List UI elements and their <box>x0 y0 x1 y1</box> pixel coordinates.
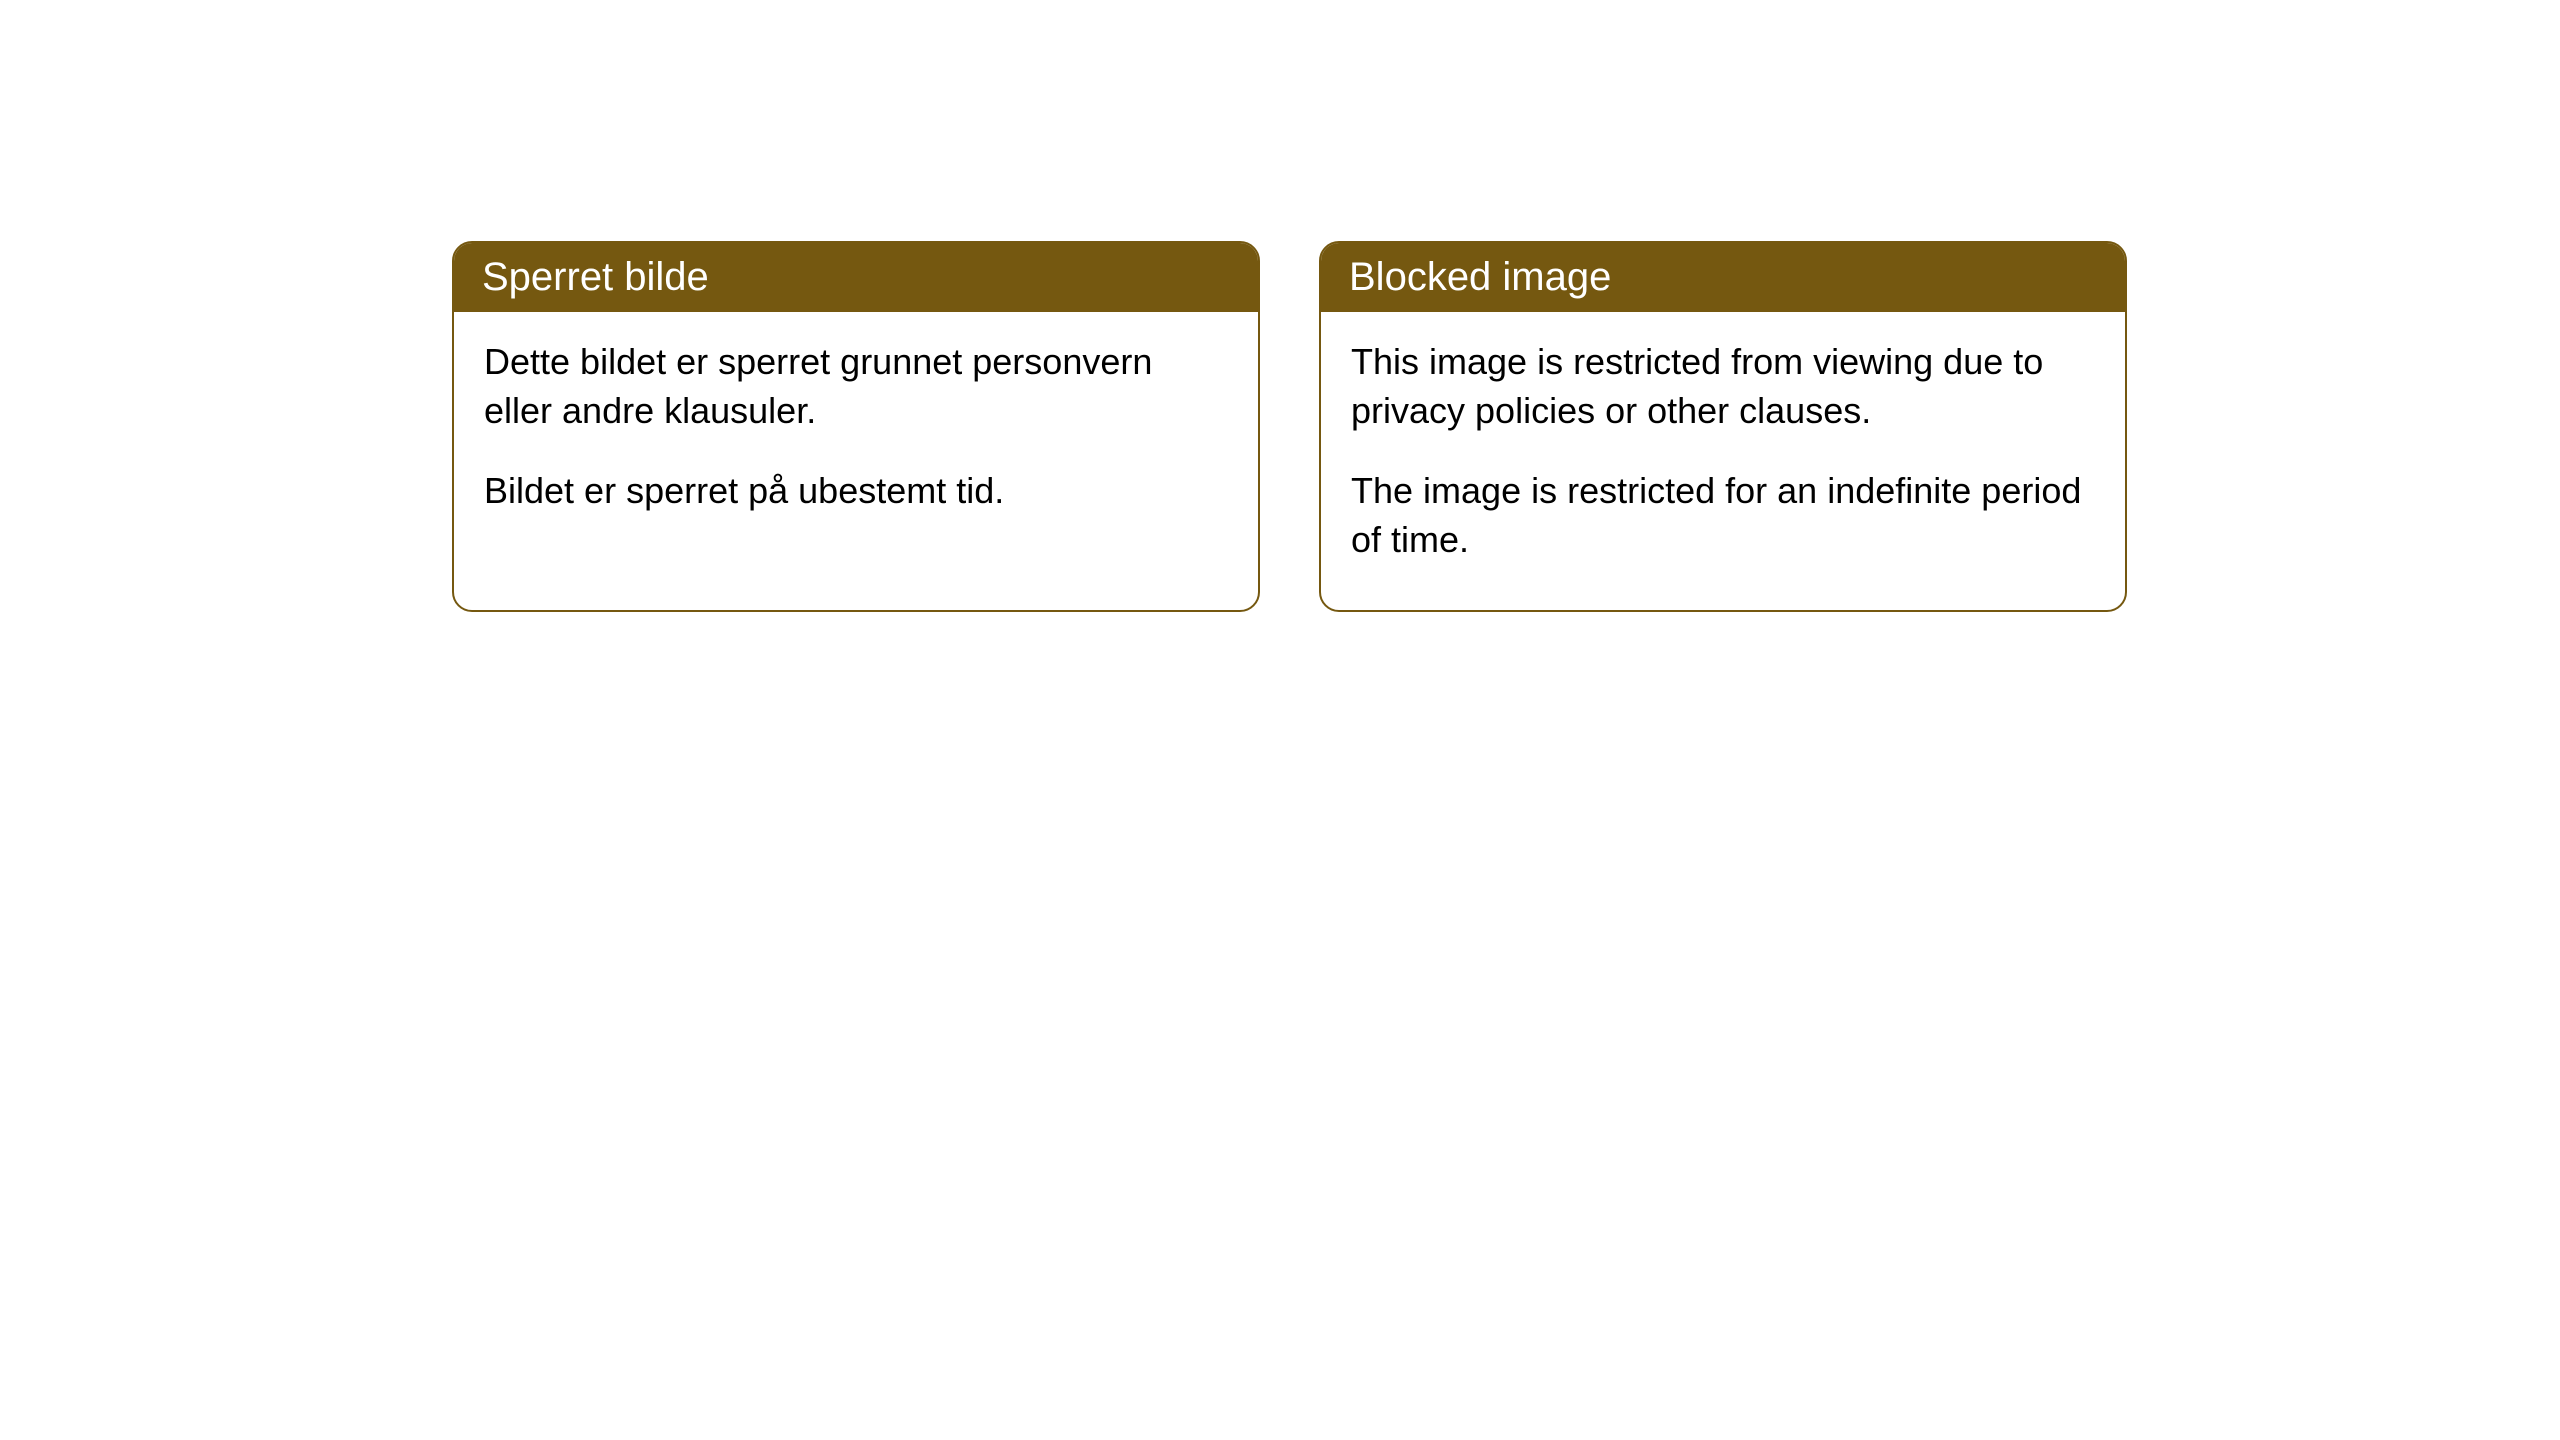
card-paragraph: Bildet er sperret på ubestemt tid. <box>484 467 1228 516</box>
card-paragraph: Dette bildet er sperret grunnet personve… <box>484 338 1228 435</box>
card-body: Dette bildet er sperret grunnet personve… <box>454 312 1258 562</box>
notice-container: Sperret bilde Dette bildet er sperret gr… <box>0 0 2560 612</box>
card-header: Sperret bilde <box>454 243 1258 312</box>
card-title: Sperret bilde <box>482 255 709 299</box>
card-header: Blocked image <box>1321 243 2125 312</box>
notice-card-english: Blocked image This image is restricted f… <box>1319 241 2127 612</box>
card-body: This image is restricted from viewing du… <box>1321 312 2125 610</box>
card-paragraph: This image is restricted from viewing du… <box>1351 338 2095 435</box>
card-title: Blocked image <box>1349 255 1611 299</box>
notice-card-norwegian: Sperret bilde Dette bildet er sperret gr… <box>452 241 1260 612</box>
card-paragraph: The image is restricted for an indefinit… <box>1351 467 2095 564</box>
